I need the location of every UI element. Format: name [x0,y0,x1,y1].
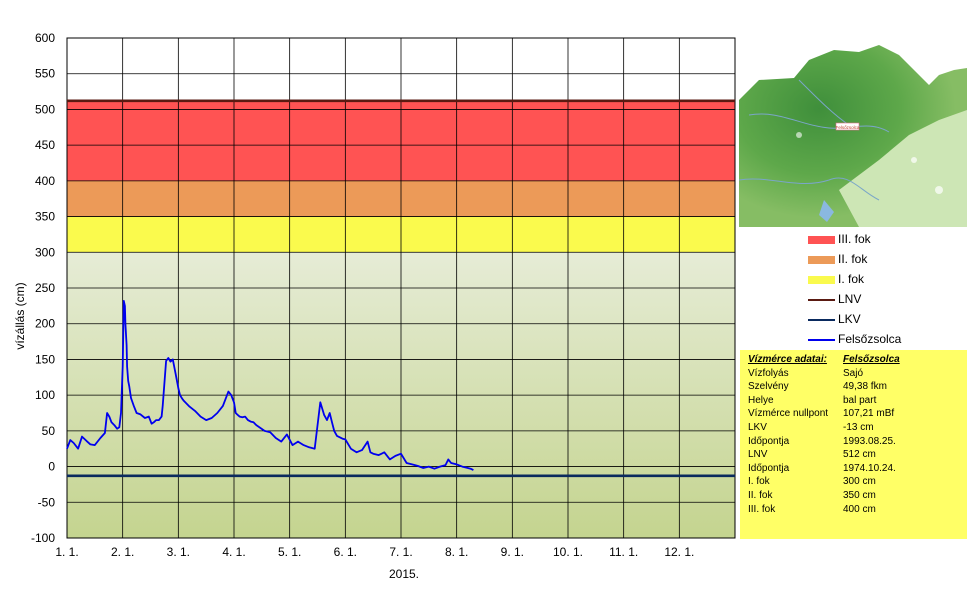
legend-swatch [808,236,835,244]
x-tick-label: 4. 1. [222,545,245,559]
plot-border [66,37,736,539]
legend-swatch [808,256,835,264]
y-tick-label: 300 [35,245,55,259]
legend-swatch [808,339,835,341]
legend-swatch [808,299,835,301]
gauge-info-row: Időpontja 1993.08.25. [748,435,900,449]
gauge-info-row: II. fok 350 cm [748,489,900,503]
gauge-info-label: Vízmérce nullpont [748,408,829,420]
y-tick-label: 350 [35,210,55,224]
gauge-info-row: Vízfolyás Sajó [748,367,900,381]
map-marker-label [835,122,860,131]
x-tick-label: 10. 1. [553,545,583,559]
y-tick-label: 500 [35,102,55,116]
gauge-info-header: Vízmérce adatai: Felsőzsolca [748,353,900,367]
gauge-info-label: Szelvény [748,381,789,393]
gauge-info-label: Helye [748,394,774,406]
gauge-info-row: LKV -13 cm [748,421,900,435]
y-tick-label: 100 [35,388,55,402]
x-tick-label: 3. 1. [167,545,190,559]
y-tick-label: 550 [35,67,55,81]
legend-swatch [808,319,835,321]
x-tick-label: 11. 1. [609,545,638,559]
gauge-info-table: Vízmérce adatai: Felsőzsolca Vízfolyás Sa… [748,353,900,516]
legend-item: III. fok [808,230,967,250]
legend-label: LKV [838,312,861,326]
y-tick-label: -50 [38,495,56,509]
gauge-info-row: Időpontja 1974.10.24. [748,462,900,476]
legend-item: I. fok [808,270,967,290]
gauge-info-header-label: Vízmérce adatai: [748,354,827,365]
y-tick-label: -100 [31,531,55,545]
y-tick-label: 200 [35,317,55,331]
gauge-info-row: III. fok 400 cm [748,503,900,517]
gauge-info-value: 512 cm [843,449,876,461]
legend-label: Felsőzsolca [838,332,902,346]
legend-label: LNV [838,292,862,306]
x-tick-label: 6. 1. [334,545,357,559]
map-marker-text: Felsőzsolca [836,125,860,130]
gauge-info-row: Vízmérce nullpont 107,21 mBf [748,407,900,421]
legend-label: III. fok [838,232,871,246]
gauge-info-row: I. fok 300 cm [748,475,900,489]
y-tick-label: 400 [35,174,55,188]
gauge-info-value: 1993.08.25. [843,435,896,447]
y-tick-label: 50 [42,424,56,438]
gauge-info-label: LNV [748,449,768,461]
reference-lines [67,99,735,478]
gauge-info-row: Helye bal part [748,394,900,408]
series-line-1 [66,299,474,471]
gauge-info-header-value: Felsőzsolca [843,354,900,365]
gauge-info-label: I. fok [748,476,770,488]
y-tick-label: 0 [48,460,55,474]
legend-label: II. fok [838,252,868,266]
gridlines [66,37,736,539]
y-axis-label: vízállás (cm) [13,282,27,349]
gauge-info-value: Sajó [843,367,864,379]
gauge-info-value: -13 cm [843,421,874,433]
chart-legend: III. fok II. fok I. fok LNV LKV Felsőzsolca [808,230,967,350]
y-tick-label: 250 [35,281,55,295]
gauge-info-value: 300 cm [843,476,876,488]
y-tick-labels: 600550500450400350300250200150100500-50-… [31,31,55,545]
gauge-info-panel: Vízmérce adatai: Felsőzsolca Vízfolyás Sa… [740,350,967,539]
y-tick-label: 600 [35,31,55,45]
gauge-info-row: LNV 512 cm [748,448,900,462]
legend-item: LKV [808,310,967,330]
gauge-info-row: Szelvény 49,38 fkm [748,380,900,394]
x-tick-label: 12. 1. [664,545,694,559]
legend-item: LNV [808,290,967,310]
gauge-info-label: Időpontja [748,435,790,447]
x-tick-label: 9. 1. [501,545,524,559]
x-tick-label: 5. 1. [278,545,301,559]
water-level-chart: 600550500450400350300250200150100500-50-… [13,31,736,581]
x-tick-label: 2. 1. [111,545,134,559]
gauge-info-label: Időpontja [748,462,790,474]
location-map: Felsőzsolca [739,40,967,227]
gauge-info-label: LKV [748,421,767,433]
x-tick-labels: 1. 1. 2. 1. 3. 1. 4. 1. 5. 1. 6. 1. 7. 1. 8. 1.… [55,545,694,559]
gauge-info-label: III. fok [748,503,776,515]
legend-swatch [808,276,835,284]
gauge-info-value: 350 cm [843,489,876,501]
legend-label: I. fok [838,272,865,286]
y-tick-label: 150 [35,352,55,366]
gauge-info-value: 400 cm [843,503,876,515]
gauge-info-value: 49,38 fkm [843,381,887,393]
legend-item: Felsőzsolca [808,330,967,350]
legend-item: II. fok [808,250,967,270]
x-axis-label: 2015. [389,567,419,581]
gauge-info-value: bal part [843,394,877,406]
gauge-info-label: Vízfolyás [748,367,789,379]
series-lines [66,299,474,471]
gauge-info-value: 1974.10.24. [843,462,896,474]
gauge-info-value: 107,21 mBf [843,408,895,420]
y-tick-label: 450 [35,138,55,152]
x-tick-label: 1. 1. [55,545,78,559]
x-tick-label: 7. 1. [389,545,412,559]
gauge-info-label: II. fok [748,489,773,501]
x-tick-label: 8. 1. [445,545,468,559]
